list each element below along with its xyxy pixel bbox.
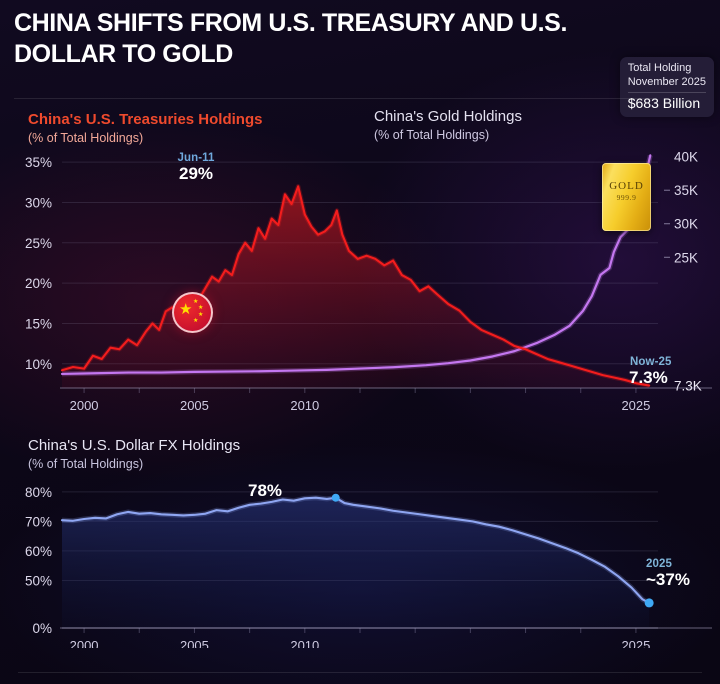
footer-divider xyxy=(18,672,702,673)
svg-text:2000: 2000 xyxy=(70,638,99,648)
svg-text:80%: 80% xyxy=(25,485,52,500)
treasuries-title: China's U.S. Treasuries Holdings xyxy=(28,111,263,128)
gold-bar-purity: 999.9 xyxy=(616,193,637,202)
svg-text:2025: 2025 xyxy=(621,398,650,410)
chart-treasuries-gold: 10% 15% 20% 25% 30% 35% 25K 30K 35K 40K 7.3K 2000 20… xyxy=(0,140,720,410)
treasuries-latest-label: Now-25 xyxy=(630,356,672,368)
fx-title: China's U.S. Dollar FX Holdings xyxy=(28,437,241,454)
chart-bottom-canvas: 0% 50% 60% 70% 80% 2000 2005 2010 2025 xyxy=(25,485,712,648)
gold-bar-label: GOLD xyxy=(609,180,644,192)
fx-latest-label: 2025 xyxy=(646,558,672,570)
fx-peak-value: 78% xyxy=(248,481,283,500)
svg-text:25K: 25K xyxy=(674,250,698,265)
treasuries-latest-value: 7.3% xyxy=(629,368,668,387)
svg-text:50%: 50% xyxy=(25,573,52,588)
annotation-fx-latest: 2025 ~37% xyxy=(646,558,690,590)
svg-text:10%: 10% xyxy=(25,357,52,372)
gold-subtitle: (% of Total Holdings) xyxy=(374,127,490,142)
fx-subtitle: (% of Total Holdings) xyxy=(28,456,144,471)
page-title: CHINA SHIFTS FROM U.S. TREASURY AND U.S.… xyxy=(14,9,568,68)
badge-amount: $683 Billion xyxy=(627,91,706,111)
svg-text:2000: 2000 xyxy=(70,398,99,410)
china-flag-icon: ★ ★ ★ ★ ★ xyxy=(172,292,213,333)
treasuries-peak-label: Jun-11 xyxy=(177,152,215,164)
annotation-treasuries-latest: Now-25 7.3% xyxy=(629,356,672,388)
chart-title-fx: China's U.S. Dollar FX Holdings (% of To… xyxy=(28,436,240,472)
svg-text:35K: 35K xyxy=(674,183,698,198)
svg-text:40K: 40K xyxy=(674,150,698,165)
chart-title-treasuries: China's U.S. Treasuries Holdings (% of T… xyxy=(28,110,262,146)
svg-text:2025: 2025 xyxy=(621,638,650,648)
badge-title: Total Holding xyxy=(627,62,692,74)
header-divider xyxy=(14,98,654,99)
svg-text:2005: 2005 xyxy=(180,398,209,410)
svg-text:30%: 30% xyxy=(25,195,52,210)
fx-latest-value: ~37% xyxy=(646,570,690,589)
svg-text:2010: 2010 xyxy=(290,398,319,410)
annotation-treasuries-peak: Jun-11 29% xyxy=(168,152,224,184)
svg-text:60%: 60% xyxy=(25,544,52,559)
chart-title-gold: China's Gold Holdings (% of Total Holdin… xyxy=(374,107,522,143)
svg-text:15%: 15% xyxy=(25,316,52,331)
badge-date: November 2025 xyxy=(627,75,706,88)
svg-text:2005: 2005 xyxy=(180,638,209,648)
chart-fx: 0% 50% 60% 70% 80% 2000 2005 2010 2025 xyxy=(0,468,720,648)
svg-text:30K: 30K xyxy=(674,217,698,232)
svg-text:70%: 70% xyxy=(25,514,52,529)
treasuries-subtitle: (% of Total Holdings) xyxy=(28,130,144,145)
treasuries-peak-value: 29% xyxy=(178,164,214,183)
annotation-fx-peak: 78% xyxy=(248,481,282,501)
chart-top-canvas: 10% 15% 20% 25% 30% 35% 25K 30K 35K 40K 7.3K 2000 20… xyxy=(25,150,712,410)
svg-text:20%: 20% xyxy=(25,276,52,291)
total-holding-badge: Total Holding November 2025 $683 Billion xyxy=(619,57,714,117)
gold-bar-icon: GOLD 999.9 xyxy=(602,163,651,231)
svg-text:7.3K: 7.3K xyxy=(674,379,702,394)
svg-text:0%: 0% xyxy=(32,621,52,636)
svg-text:35%: 35% xyxy=(25,155,52,170)
svg-text:2010: 2010 xyxy=(290,638,319,648)
gold-title: China's Gold Holdings xyxy=(374,108,522,125)
svg-text:25%: 25% xyxy=(25,236,52,251)
